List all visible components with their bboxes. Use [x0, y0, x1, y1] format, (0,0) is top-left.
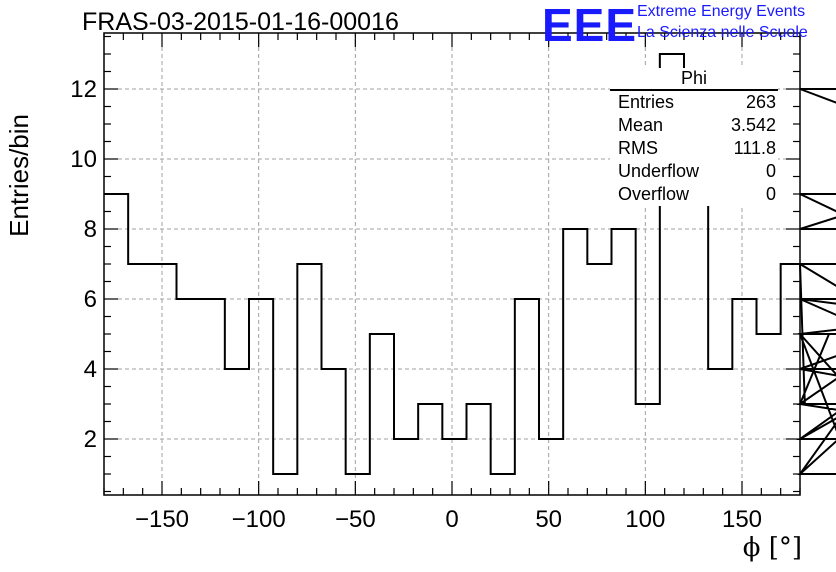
x-tick-label: 50 — [535, 506, 562, 533]
x-axis-label: ϕ [°] — [742, 533, 802, 563]
stats-label: RMS — [618, 138, 658, 158]
eee-logo: EEE — [542, 0, 638, 51]
stats-label: Entries — [618, 92, 675, 112]
y-axis-label-wrap: Entries/bin — [4, 114, 44, 237]
x-tick-label: −100 — [232, 506, 286, 533]
x-tick-label: 150 — [722, 506, 762, 533]
x-tick-label: 100 — [625, 506, 665, 533]
stats-row: Entries 263 — [610, 91, 778, 114]
chart-title: FRAS-03-2015-01-16-00016 — [82, 8, 399, 36]
y-tick-label: 10 — [70, 146, 97, 173]
stats-row: Overflow 0 — [610, 183, 778, 206]
stats-box: Phi Entries 263 Mean 3.542 RMS 111.8 Underf… — [610, 68, 778, 206]
stats-value: 263 — [745, 92, 776, 112]
y-tick-label: 12 — [70, 76, 97, 103]
axis-ticks — [103, 33, 801, 495]
stats-value: 0 — [765, 161, 776, 181]
x-tick-label: −50 — [335, 506, 376, 533]
logo-line-1: Extreme Energy Events — [637, 3, 806, 20]
y-tick-label: 6 — [84, 286, 97, 313]
stats-label: Mean — [618, 115, 664, 135]
stats-label: Underflow — [618, 161, 700, 181]
stats-value: 3.542 — [730, 115, 776, 135]
stats-value: 111.8 — [733, 138, 776, 158]
tick-labels: −150 −100 −50 0 50 100 150 2 4 6 8 10 12 — [70, 76, 762, 533]
stats-row: Underflow 0 — [610, 160, 778, 183]
stats-value: 0 — [765, 184, 776, 204]
y-tick-label: 4 — [84, 356, 97, 383]
logo-line-2: La Scienza nelle Scuole — [637, 24, 808, 41]
y-tick-label: 2 — [84, 426, 97, 453]
x-tick-label: 0 — [445, 506, 458, 533]
y-tick-label: 8 — [84, 216, 97, 243]
stats-row: RMS 111.8 — [610, 137, 778, 160]
stats-title: Phi — [610, 68, 778, 91]
stats-label: Overflow — [618, 184, 690, 204]
x-tick-label: −150 — [135, 506, 189, 533]
stats-row: Mean 3.542 — [610, 114, 778, 137]
histogram-series — [104, 53, 836, 475]
y-axis-label: Entries/bin — [4, 114, 34, 237]
